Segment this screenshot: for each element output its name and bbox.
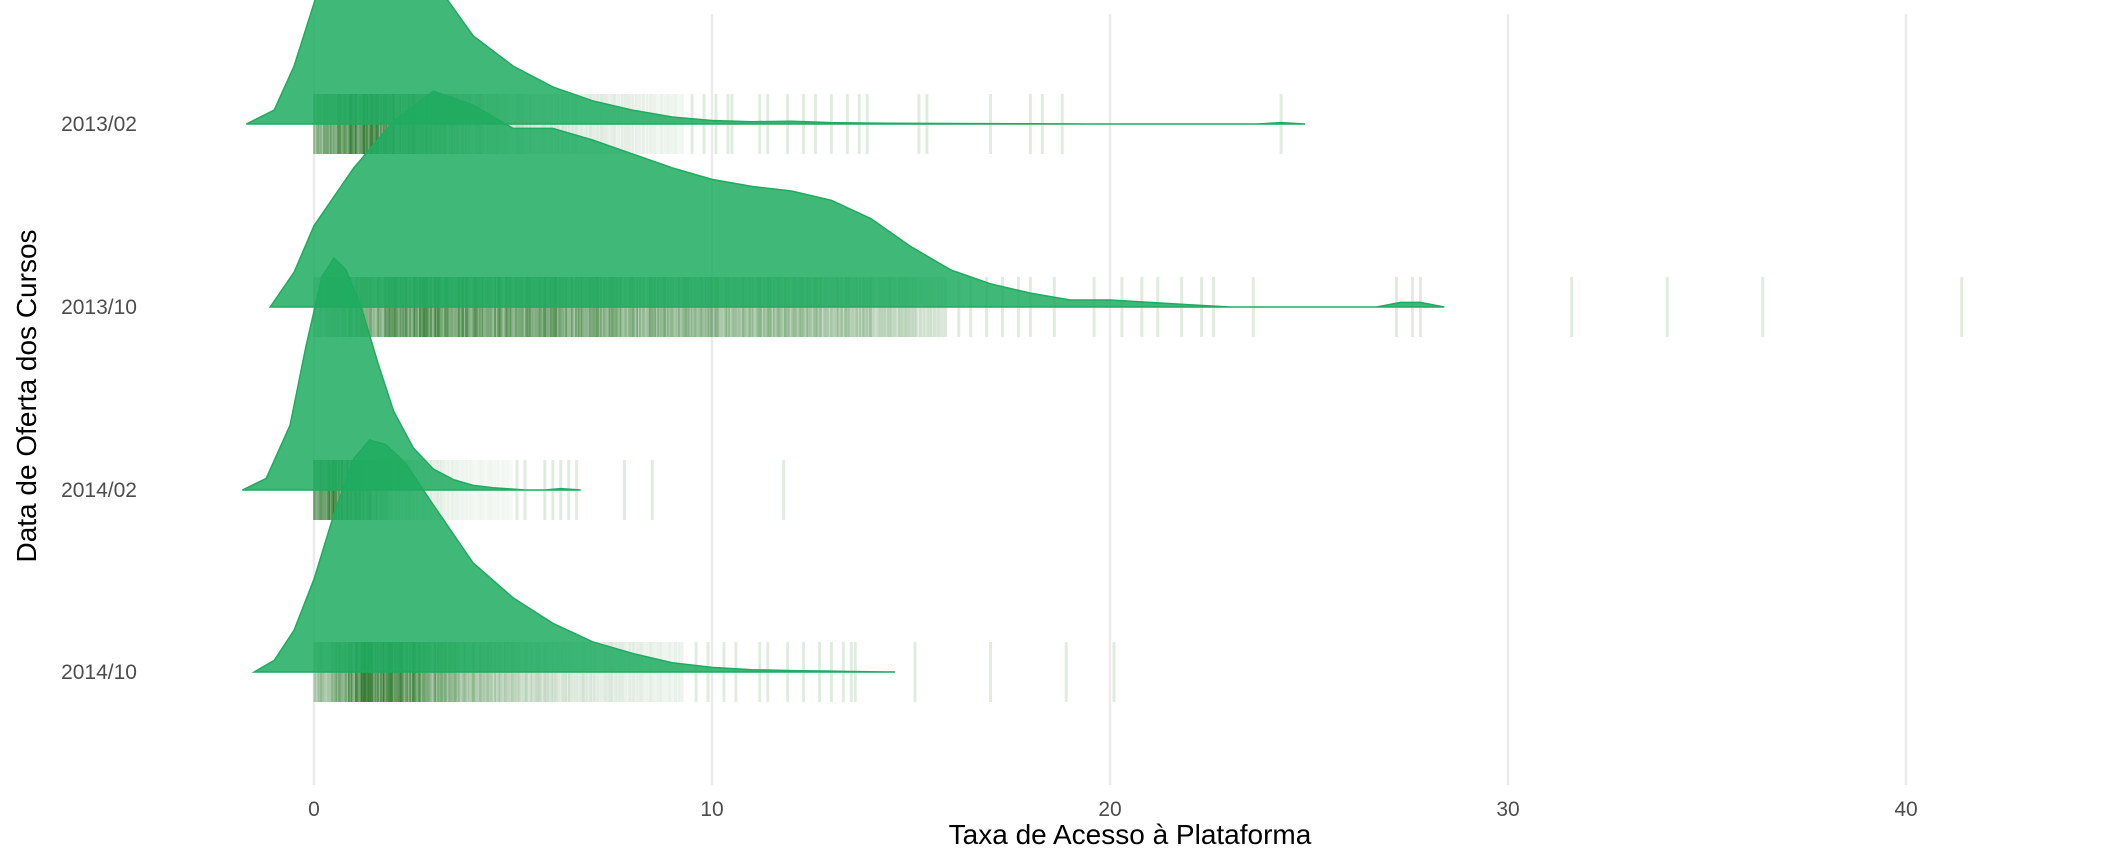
x-axis-title: Taxa de Acesso à Plataforma <box>949 819 1312 850</box>
x-tick-labels: 0 10 20 30 40 <box>308 798 1918 821</box>
density-area-2014-02 <box>242 256 581 491</box>
ridge-2013-10 <box>268 90 1964 337</box>
ridge-2014-10 <box>251 439 1116 702</box>
x-tick-label: 40 <box>1894 798 1917 821</box>
y-tick-label: 2014/02 <box>61 479 137 502</box>
y-tick-label: 2014/10 <box>61 661 137 684</box>
y-tick-label: 2013/10 <box>61 296 137 319</box>
density-area-2013-10 <box>268 90 1445 308</box>
x-tick-label: 20 <box>1098 798 1121 821</box>
y-tick-labels: 2013/02 2013/10 2014/02 2014/10 <box>61 113 137 684</box>
density-area-2013-02 <box>245 0 1306 125</box>
x-tick-label: 10 <box>700 798 723 821</box>
density-area-2014-10 <box>251 439 896 673</box>
y-axis-title: Data de Oferta dos Cursos <box>11 229 42 562</box>
y-tick-label: 2013/02 <box>61 113 137 136</box>
x-tick-label: 0 <box>308 798 320 821</box>
x-tick-label: 30 <box>1496 798 1519 821</box>
ridges <box>242 0 1964 702</box>
